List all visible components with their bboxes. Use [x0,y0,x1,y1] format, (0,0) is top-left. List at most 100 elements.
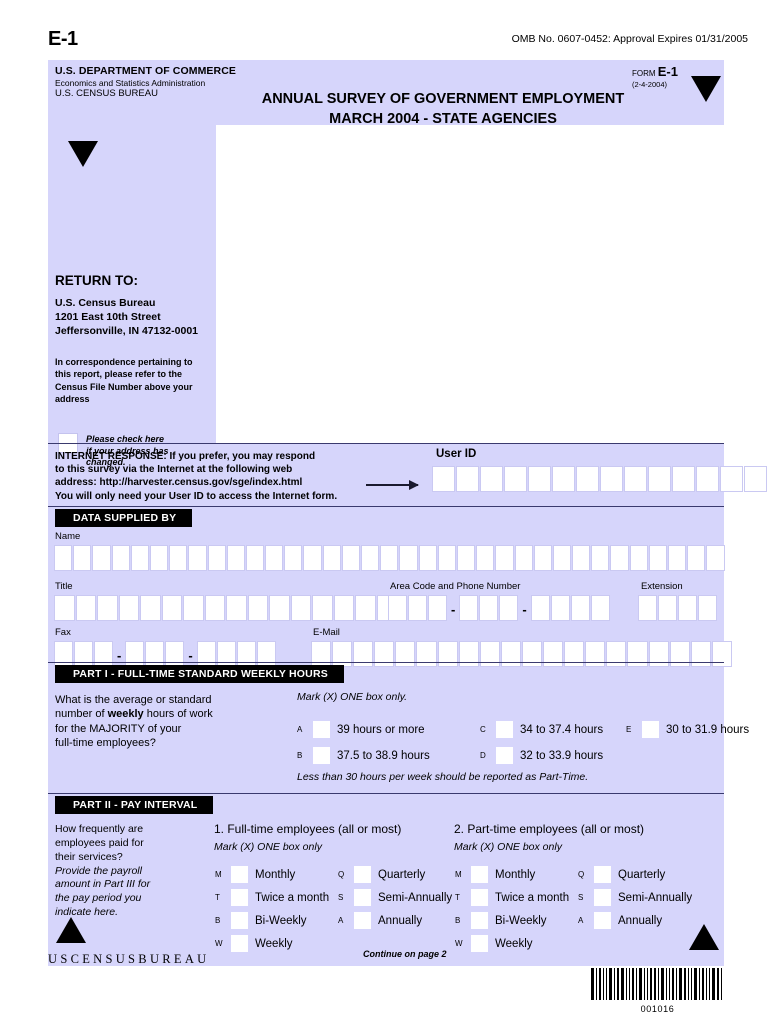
char-box[interactable] [744,466,767,492]
char-box[interactable] [459,595,479,621]
char-box[interactable] [54,595,75,621]
char-box[interactable] [416,641,437,667]
char-box[interactable] [207,545,226,571]
char-box[interactable] [711,641,732,667]
char-box[interactable] [629,545,648,571]
char-box[interactable] [169,545,188,571]
char-box[interactable] [479,595,499,621]
part2-parttime-annually[interactable]: A Annually [578,912,662,929]
char-box[interactable] [161,595,182,621]
char-box[interactable] [428,595,447,621]
char-box[interactable] [585,641,606,667]
char-box[interactable] [341,545,360,571]
char-box[interactable] [226,545,245,571]
char-box[interactable] [353,641,374,667]
char-box[interactable] [456,545,476,571]
char-box[interactable] [188,545,207,571]
char-box[interactable] [437,641,458,667]
char-box[interactable] [399,545,418,571]
char-box[interactable] [322,545,341,571]
char-box[interactable] [570,595,590,621]
char-box[interactable] [648,466,671,492]
part2-fulltime-twice-a-month-checkbox[interactable] [231,889,248,906]
part1-option-a[interactable]: A 39 hours or more [297,721,425,738]
part1-option-d-checkbox[interactable] [496,747,513,764]
char-box[interactable] [303,545,322,571]
char-box[interactable] [672,466,695,492]
char-box[interactable] [576,466,599,492]
char-box[interactable] [75,595,96,621]
char-box[interactable] [552,545,572,571]
char-box[interactable] [648,545,667,571]
char-box[interactable] [312,595,333,621]
char-box[interactable] [355,595,376,621]
extension-input[interactable] [638,595,717,621]
user-id-input[interactable] [432,466,767,492]
part2-fulltime-weekly[interactable]: W Weekly [215,935,293,952]
part2-fulltime-twice-a-month[interactable]: T Twice a month [215,889,329,906]
part2-parttime-monthly[interactable]: M Monthly [455,866,535,883]
char-box[interactable] [495,545,514,571]
part2-fulltime-bi-weekly[interactable]: B Bi-Weekly [215,912,307,929]
char-box[interactable] [247,595,268,621]
char-box[interactable] [269,595,290,621]
char-box[interactable] [418,545,437,571]
char-box[interactable] [97,595,118,621]
char-box[interactable] [380,545,399,571]
part1-option-e[interactable]: E 30 to 31.9 hours [626,721,749,738]
char-box[interactable] [290,595,311,621]
char-box[interactable] [118,595,139,621]
char-box[interactable] [720,466,743,492]
part2-fulltime-quarterly[interactable]: Q Quarterly [338,866,425,883]
char-box[interactable] [458,641,479,667]
part1-option-b[interactable]: B 37.5 to 38.9 hours [297,747,430,764]
char-box[interactable] [669,641,690,667]
char-box[interactable] [678,595,697,621]
char-box[interactable] [226,595,247,621]
part2-parttime-monthly-checkbox[interactable] [471,866,488,883]
char-box[interactable] [456,466,479,492]
email-input[interactable] [311,641,732,667]
char-box[interactable] [648,641,669,667]
part1-option-d[interactable]: D 32 to 33.9 hours [480,747,603,764]
part2-fulltime-semi-annually-checkbox[interactable] [354,889,371,906]
phone-input[interactable]: -- [388,595,610,621]
part1-option-c-checkbox[interactable] [496,721,513,738]
char-box[interactable] [521,641,543,667]
part2-fulltime-semi-annually[interactable]: S Semi-Annually [338,889,452,906]
char-box[interactable] [572,545,591,571]
char-box[interactable] [284,545,303,571]
char-box[interactable] [552,466,575,492]
part2-fulltime-monthly-checkbox[interactable] [231,866,248,883]
part2-fulltime-quarterly-checkbox[interactable] [354,866,371,883]
char-box[interactable] [361,545,380,571]
char-box[interactable] [530,595,550,621]
char-box[interactable] [480,466,503,492]
part2-fulltime-annually-checkbox[interactable] [354,912,371,929]
part2-fulltime-monthly[interactable]: M Monthly [215,866,295,883]
part2-parttime-quarterly[interactable]: Q Quarterly [578,866,665,883]
part2-parttime-weekly[interactable]: W Weekly [455,935,533,952]
char-box[interactable] [627,641,648,667]
char-box[interactable] [550,595,570,621]
part2-parttime-annually-checkbox[interactable] [594,912,611,929]
char-box[interactable] [476,545,495,571]
part2-parttime-twice-a-month[interactable]: T Twice a month [455,889,569,906]
char-box[interactable] [504,466,527,492]
char-box[interactable] [606,641,627,667]
char-box[interactable] [624,466,647,492]
char-box[interactable] [590,595,610,621]
char-box[interactable] [130,545,149,571]
char-box[interactable] [374,641,395,667]
char-box[interactable] [591,545,610,571]
part2-fulltime-annually[interactable]: A Annually [338,912,422,929]
char-box[interactable] [638,595,657,621]
char-box[interactable] [73,545,92,571]
part2-fulltime-bi-weekly-checkbox[interactable] [231,912,248,929]
char-box[interactable] [533,545,552,571]
char-box[interactable] [408,595,427,621]
char-box[interactable] [204,595,225,621]
char-box[interactable] [479,641,500,667]
char-box[interactable] [500,641,521,667]
char-box[interactable] [698,595,717,621]
